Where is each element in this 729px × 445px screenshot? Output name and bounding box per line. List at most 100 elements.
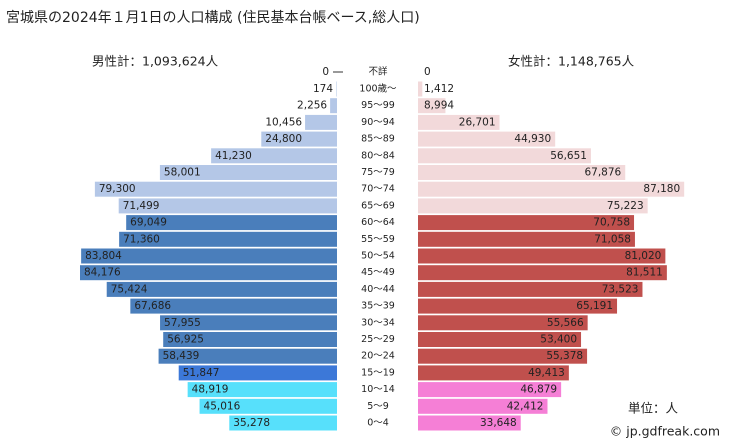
male-bar (119, 231, 337, 247)
female-bar (418, 332, 582, 347)
chart-title: 宮城県の2024年１月1日の人口構成 (住民基本台帳ベース,総人口) (6, 9, 420, 26)
value-label: 26,701 (459, 116, 496, 128)
female-bar (418, 98, 446, 114)
category-label: 70～74 (361, 184, 395, 195)
value-label: 41,230 (215, 150, 252, 162)
value-label: 0 (322, 66, 329, 78)
male-bar (81, 248, 337, 264)
male-bar (211, 148, 337, 164)
female-bar (418, 198, 648, 214)
value-label: 81,511 (626, 267, 663, 279)
male-bar (178, 365, 337, 381)
value-label: 56,925 (167, 334, 204, 346)
category-label: 100歳～ (359, 83, 397, 95)
value-label: 75,424 (111, 283, 148, 295)
male-bar (80, 265, 337, 281)
category-label: 85～89 (361, 134, 395, 145)
value-label: 71,360 (123, 233, 160, 245)
category-label: 5～9 (367, 401, 389, 412)
value-label: 65,191 (576, 300, 613, 312)
value-label: 75,223 (607, 200, 644, 212)
female-bar (418, 415, 521, 431)
value-label: 0 (424, 66, 431, 78)
category-label: 90～94 (361, 117, 395, 128)
female-bar (418, 298, 618, 314)
male-bar (130, 298, 337, 314)
category-label: 不詳 (368, 66, 388, 78)
category-label: 30～34 (361, 317, 395, 328)
value-label: 44,930 (514, 133, 551, 145)
female-bar (418, 281, 643, 297)
female-bar (418, 231, 635, 247)
value-label: 83,804 (85, 250, 122, 262)
value-label: 81,020 (625, 250, 662, 262)
value-label: 45,016 (204, 400, 241, 412)
male-bar (94, 181, 337, 197)
male-bar (336, 81, 337, 97)
category-label: 95～99 (361, 100, 395, 111)
value-label: 69,049 (130, 217, 167, 229)
category-label: 50～54 (361, 251, 395, 262)
value-label: 174 (313, 83, 333, 95)
male-bar (118, 198, 337, 214)
male-bar (261, 131, 337, 147)
unit-label: 単位：人 (628, 401, 679, 416)
female-bar (418, 382, 562, 398)
source: © jp.gdfreak.com (610, 424, 720, 439)
male-bar (187, 382, 337, 398)
value-label: 58,439 (163, 350, 200, 362)
category-label: 65～69 (361, 200, 395, 211)
male-bar (163, 332, 337, 347)
value-label: 84,176 (84, 267, 121, 279)
value-label: 56,651 (550, 150, 587, 162)
value-label: 67,876 (584, 167, 621, 179)
value-label: 24,800 (265, 133, 302, 145)
category-label: 25～29 (361, 334, 395, 345)
category-label: 55～59 (361, 234, 395, 245)
female-bar (418, 131, 556, 147)
category-label: 60～64 (361, 217, 395, 228)
male-bar (229, 415, 337, 431)
value-label: 58,001 (164, 167, 201, 179)
value-label: 51,847 (183, 367, 220, 379)
value-label: 87,180 (643, 183, 680, 195)
value-label: 8,994 (424, 100, 454, 112)
category-label: 35～39 (361, 301, 395, 312)
category-label: 45～49 (361, 267, 395, 278)
value-label: 48,919 (192, 384, 229, 396)
male-bar (199, 398, 337, 414)
category-label: 40～44 (361, 284, 395, 295)
female-bar (418, 265, 667, 281)
value-label: 46,879 (520, 384, 557, 396)
male-total: 男性計：1,093,624人 (92, 54, 219, 69)
category-label: 20～24 (361, 351, 395, 362)
female-bar (418, 165, 626, 180)
female-bar (418, 315, 588, 331)
value-label: 55,378 (546, 350, 583, 362)
value-label: 42,412 (507, 400, 544, 412)
female-bar (418, 114, 500, 130)
value-label: 79,300 (99, 183, 136, 195)
female-bar (418, 365, 569, 381)
female-bar (418, 181, 685, 197)
value-label: 73,523 (602, 283, 639, 295)
value-label: 53,400 (540, 334, 577, 346)
value-label: 57,955 (164, 317, 201, 329)
category-label: 75～79 (361, 167, 395, 178)
male-bar (330, 98, 337, 114)
female-bar (418, 215, 635, 231)
value-label: 1,412 (424, 83, 454, 95)
value-label: 70,758 (593, 217, 630, 229)
value-label: 10,456 (265, 116, 302, 128)
female-bar (418, 348, 588, 364)
female-bar (418, 81, 423, 97)
value-label: 67,686 (134, 300, 171, 312)
category-label: 80～84 (361, 150, 395, 161)
male-bar (305, 114, 337, 130)
value-label: 55,566 (547, 317, 584, 329)
female-bar (418, 398, 548, 414)
value-label: 49,413 (528, 367, 565, 379)
value-label: 33,648 (480, 417, 517, 429)
value-label: 71,499 (123, 200, 160, 212)
